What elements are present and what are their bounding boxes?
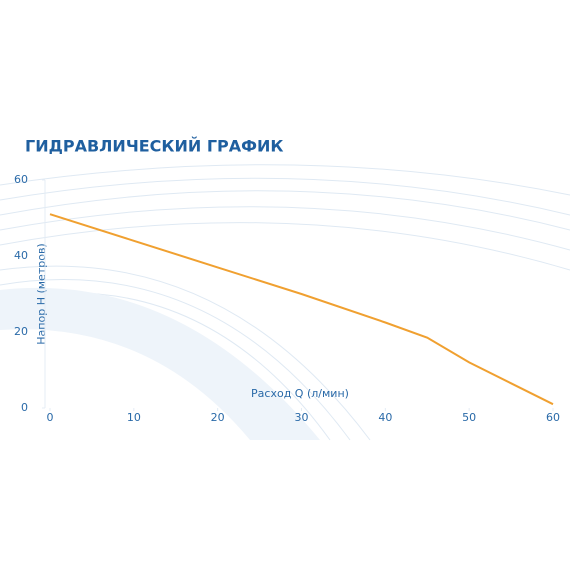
chart-title: ГИДРАВЛИЧЕСКИЙ ГРАФИК [25,137,284,156]
x-tick-label: 10 [127,411,141,424]
background-decoration [0,164,570,441]
y-tick-label: 20 [14,325,28,338]
y-tick-label: 0 [21,401,28,414]
x-tick-label: 20 [211,411,225,424]
x-tick-label: 30 [295,411,309,424]
x-tick-label: 0 [47,411,54,424]
y-tick-label: 60 [14,173,28,186]
y-axis-label: Напор H (метров) [35,243,48,344]
series-line [49,213,554,406]
x-tick-label: 50 [462,411,476,424]
x-tick-label: 60 [546,411,560,424]
y-tick-label: 40 [14,249,28,262]
x-tick-label: 40 [378,411,392,424]
x-axis-label: Расход Q (л/мин) [251,387,349,400]
